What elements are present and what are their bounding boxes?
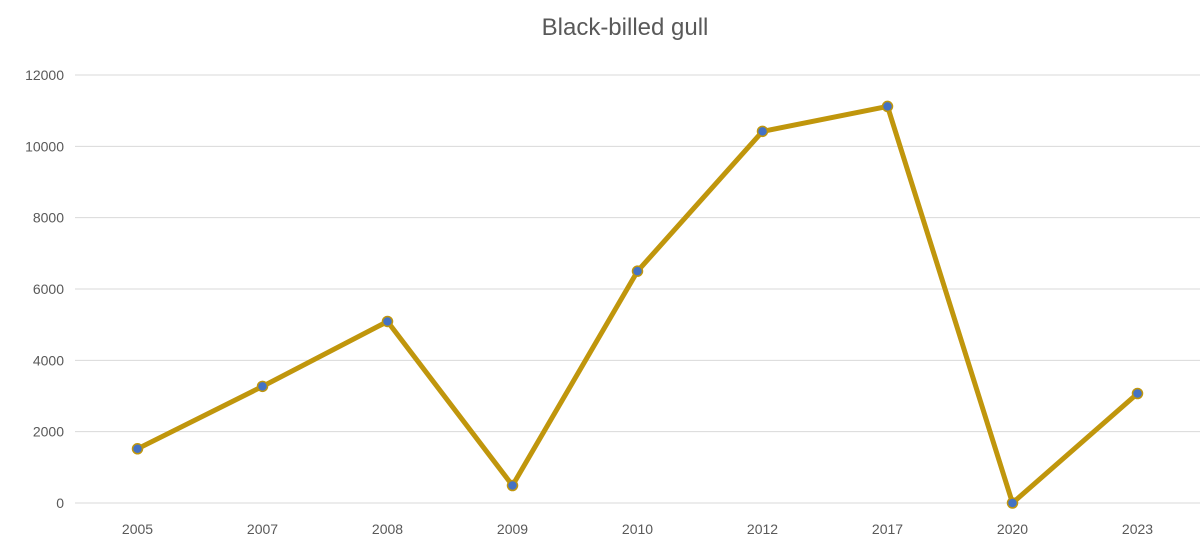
x-tick-label: 2007 — [247, 521, 278, 537]
y-tick-label: 2000 — [33, 424, 64, 440]
x-axis-tick-labels: 2005 2007 2008 2009 2010 2012 2017 2020 2023 — [122, 521, 1153, 537]
x-tick-label: 2005 — [122, 521, 153, 537]
data-point — [1006, 497, 1019, 509]
y-tick-label: 8000 — [33, 210, 64, 226]
data-point — [881, 100, 894, 113]
data-point — [1131, 387, 1144, 400]
y-tick-label: 10000 — [25, 138, 64, 154]
data-point — [131, 443, 144, 455]
data-point — [256, 380, 269, 393]
series-markers — [131, 100, 1144, 509]
data-point — [756, 125, 769, 138]
y-tick-label: 0 — [56, 495, 64, 511]
series-line — [135, 103, 1140, 506]
x-tick-label: 2008 — [372, 521, 403, 537]
data-point — [506, 479, 519, 492]
y-tick-label: 6000 — [33, 281, 64, 297]
series-line-group — [135, 103, 1140, 506]
x-tick-label: 2012 — [747, 521, 778, 537]
data-point — [381, 315, 394, 328]
y-tick-label: 4000 — [33, 352, 64, 368]
chart-title: Black-billed gull — [541, 14, 709, 41]
x-tick-label: 2020 — [997, 521, 1028, 537]
gridlines — [75, 74, 1200, 504]
y-tick-label: 12000 — [25, 67, 64, 83]
x-tick-label: 2017 — [872, 521, 903, 537]
x-tick-label: 2023 — [1122, 521, 1153, 537]
y-axis-tick-labels: 0 2000 4000 6000 8000 10000 12000 — [25, 67, 64, 511]
data-point — [631, 265, 644, 277]
x-tick-label: 2010 — [622, 521, 653, 537]
x-tick-label: 2009 — [497, 521, 528, 537]
